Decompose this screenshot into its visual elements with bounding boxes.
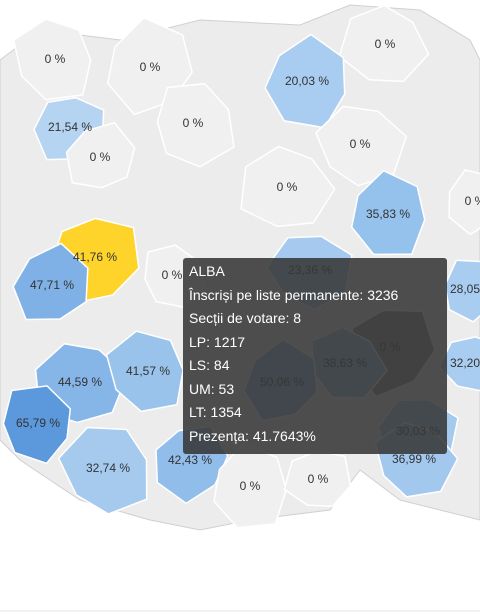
county[interactable] — [350, 169, 426, 256]
tooltip-title: ALBA — [189, 263, 225, 279]
county-label: 0 % — [240, 479, 261, 493]
county[interactable] — [315, 105, 408, 187]
county[interactable] — [240, 145, 336, 228]
tooltip-line: Secții de votare: 8 — [189, 310, 302, 326]
county[interactable] — [12, 242, 89, 321]
county-label: 44,59 % — [58, 375, 102, 389]
county-label: 35,83 % — [366, 207, 410, 221]
county-label: 0 % — [45, 52, 66, 66]
county[interactable] — [57, 426, 148, 515]
county-label: 20,03 % — [285, 74, 329, 88]
county-label: 36,99 % — [392, 452, 436, 466]
county-label: 0 % — [162, 268, 183, 282]
county[interactable] — [105, 330, 184, 413]
tooltip-line: Prezența: 41.7643% — [189, 427, 316, 444]
county[interactable] — [2, 385, 72, 465]
county-label: 41,57 % — [126, 364, 170, 378]
county-label: 32,20 % — [450, 356, 480, 370]
county[interactable] — [338, 4, 430, 83]
county-label: 42,43 % — [168, 453, 212, 467]
county-label: 47,71 % — [30, 278, 74, 292]
county-label: 0 % — [308, 472, 329, 486]
county-label: 0 % — [277, 180, 298, 194]
tooltip-line: UM: 53 — [189, 380, 235, 397]
county[interactable] — [283, 450, 352, 508]
county[interactable] — [65, 121, 136, 189]
county[interactable] — [156, 82, 235, 168]
tooltip-line: Înscriși pe liste permanente: 3236 — [189, 286, 399, 303]
county-label: 0 % — [350, 137, 371, 151]
county-label: 21,54 % — [48, 120, 92, 134]
county-label: 65,79 % — [16, 416, 60, 430]
county-label: 32,74 % — [86, 461, 130, 475]
tooltip-line: LS: 84 — [189, 357, 230, 373]
county-label: 0 % — [465, 194, 480, 208]
county-label: 0 % — [90, 150, 111, 164]
county[interactable] — [264, 33, 346, 129]
county[interactable] — [12, 18, 92, 101]
tooltip-line: LP: 1217 — [189, 333, 246, 350]
county[interactable] — [448, 169, 480, 236]
county-label: 0 % — [375, 37, 396, 51]
county-label: 28,05 % — [450, 282, 480, 296]
county-label: 41,76 % — [73, 250, 117, 264]
tooltip-line: LT: 1354 — [189, 404, 242, 420]
county-label: 0 % — [183, 116, 204, 130]
tooltip: ALBA Înscriși pe liste permanente: 3236 S… — [183, 258, 447, 454]
county-label: 0 % — [140, 60, 161, 74]
county[interactable] — [444, 259, 480, 323]
